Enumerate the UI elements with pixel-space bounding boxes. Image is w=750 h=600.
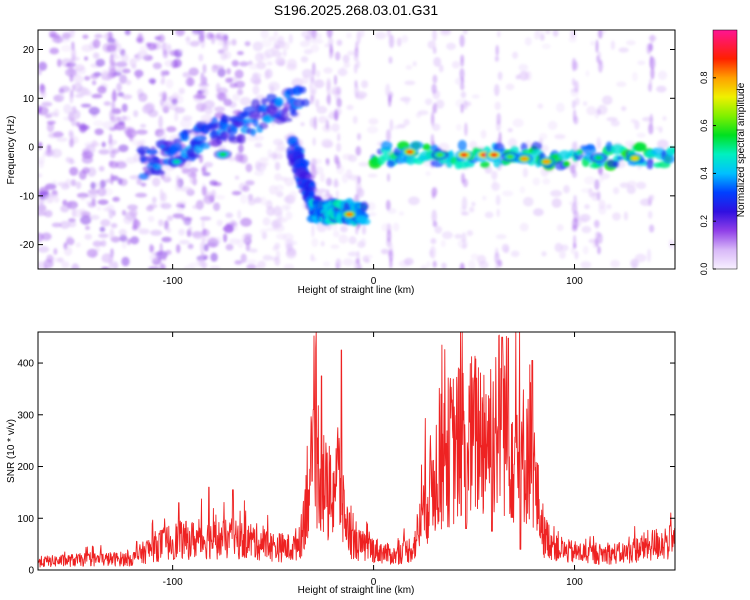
figure-title: S196.2025.268.03.01.G31 [274, 2, 438, 18]
y-tick-label: -10 [20, 191, 35, 202]
snr-x-ticks: -100 0 100 [163, 332, 583, 588]
y-tick-label: 400 [17, 359, 34, 370]
spectrogram-ylabel: Frequency (Hz) [6, 116, 17, 185]
snr-series-line [38, 332, 675, 568]
x-tick-label: 0 [371, 577, 377, 588]
x-tick-label: 100 [566, 577, 583, 588]
y-tick-label: -20 [20, 240, 35, 251]
snr-xlabel: Height of straight line (km) [298, 585, 415, 596]
y-tick-label: 10 [23, 94, 35, 105]
colorbar-tick-label: 0.0 [699, 263, 709, 276]
snr-ylabel: SNR (10 * v/v) [6, 419, 17, 483]
colorbar: 0.0 0.2 0.4 0.6 0.8 Normalized spectral ampl… [699, 29, 747, 276]
snr-panel: -100 0 100 0 100 200 300 400 Height of straigh… [6, 331, 676, 596]
x-tick-label: -100 [163, 276, 183, 287]
spectrogram-heatmap [38, 30, 675, 269]
colorbar-label: Normalized spectral amplitude [736, 82, 747, 217]
x-tick-label: 100 [566, 276, 583, 287]
snr-frame [37, 331, 676, 571]
y-tick-label: 100 [17, 514, 34, 525]
y-tick-label: 200 [17, 462, 34, 473]
y-tick-label: 0 [28, 143, 34, 154]
colorbar-tick-label: 0.4 [699, 167, 709, 180]
y-tick-label: 300 [17, 410, 34, 421]
x-tick-label: -100 [163, 577, 183, 588]
y-tick-label: 0 [28, 566, 34, 577]
spectrogram-x-ticks: -100 0 100 [163, 30, 583, 287]
x-tick-label: 0 [371, 276, 377, 287]
spectrogram-frame [37, 29, 676, 270]
colorbar-gradient [712, 29, 738, 270]
colorbar-tick-label: 0.8 [699, 72, 709, 85]
colorbar-ticks: 0.0 0.2 0.4 0.6 0.8 [699, 72, 716, 276]
y-tick-label: 20 [23, 45, 35, 56]
snr-y-ticks: 0 100 200 300 400 [17, 359, 675, 577]
spectrogram-y-ticks: 20 10 0 -10 -20 [20, 45, 675, 251]
colorbar-tick-label: 0.2 [699, 215, 709, 228]
colorbar-tick-label: 0.6 [699, 119, 709, 132]
spectrogram-xlabel: Height of straight line (km) [298, 285, 415, 296]
